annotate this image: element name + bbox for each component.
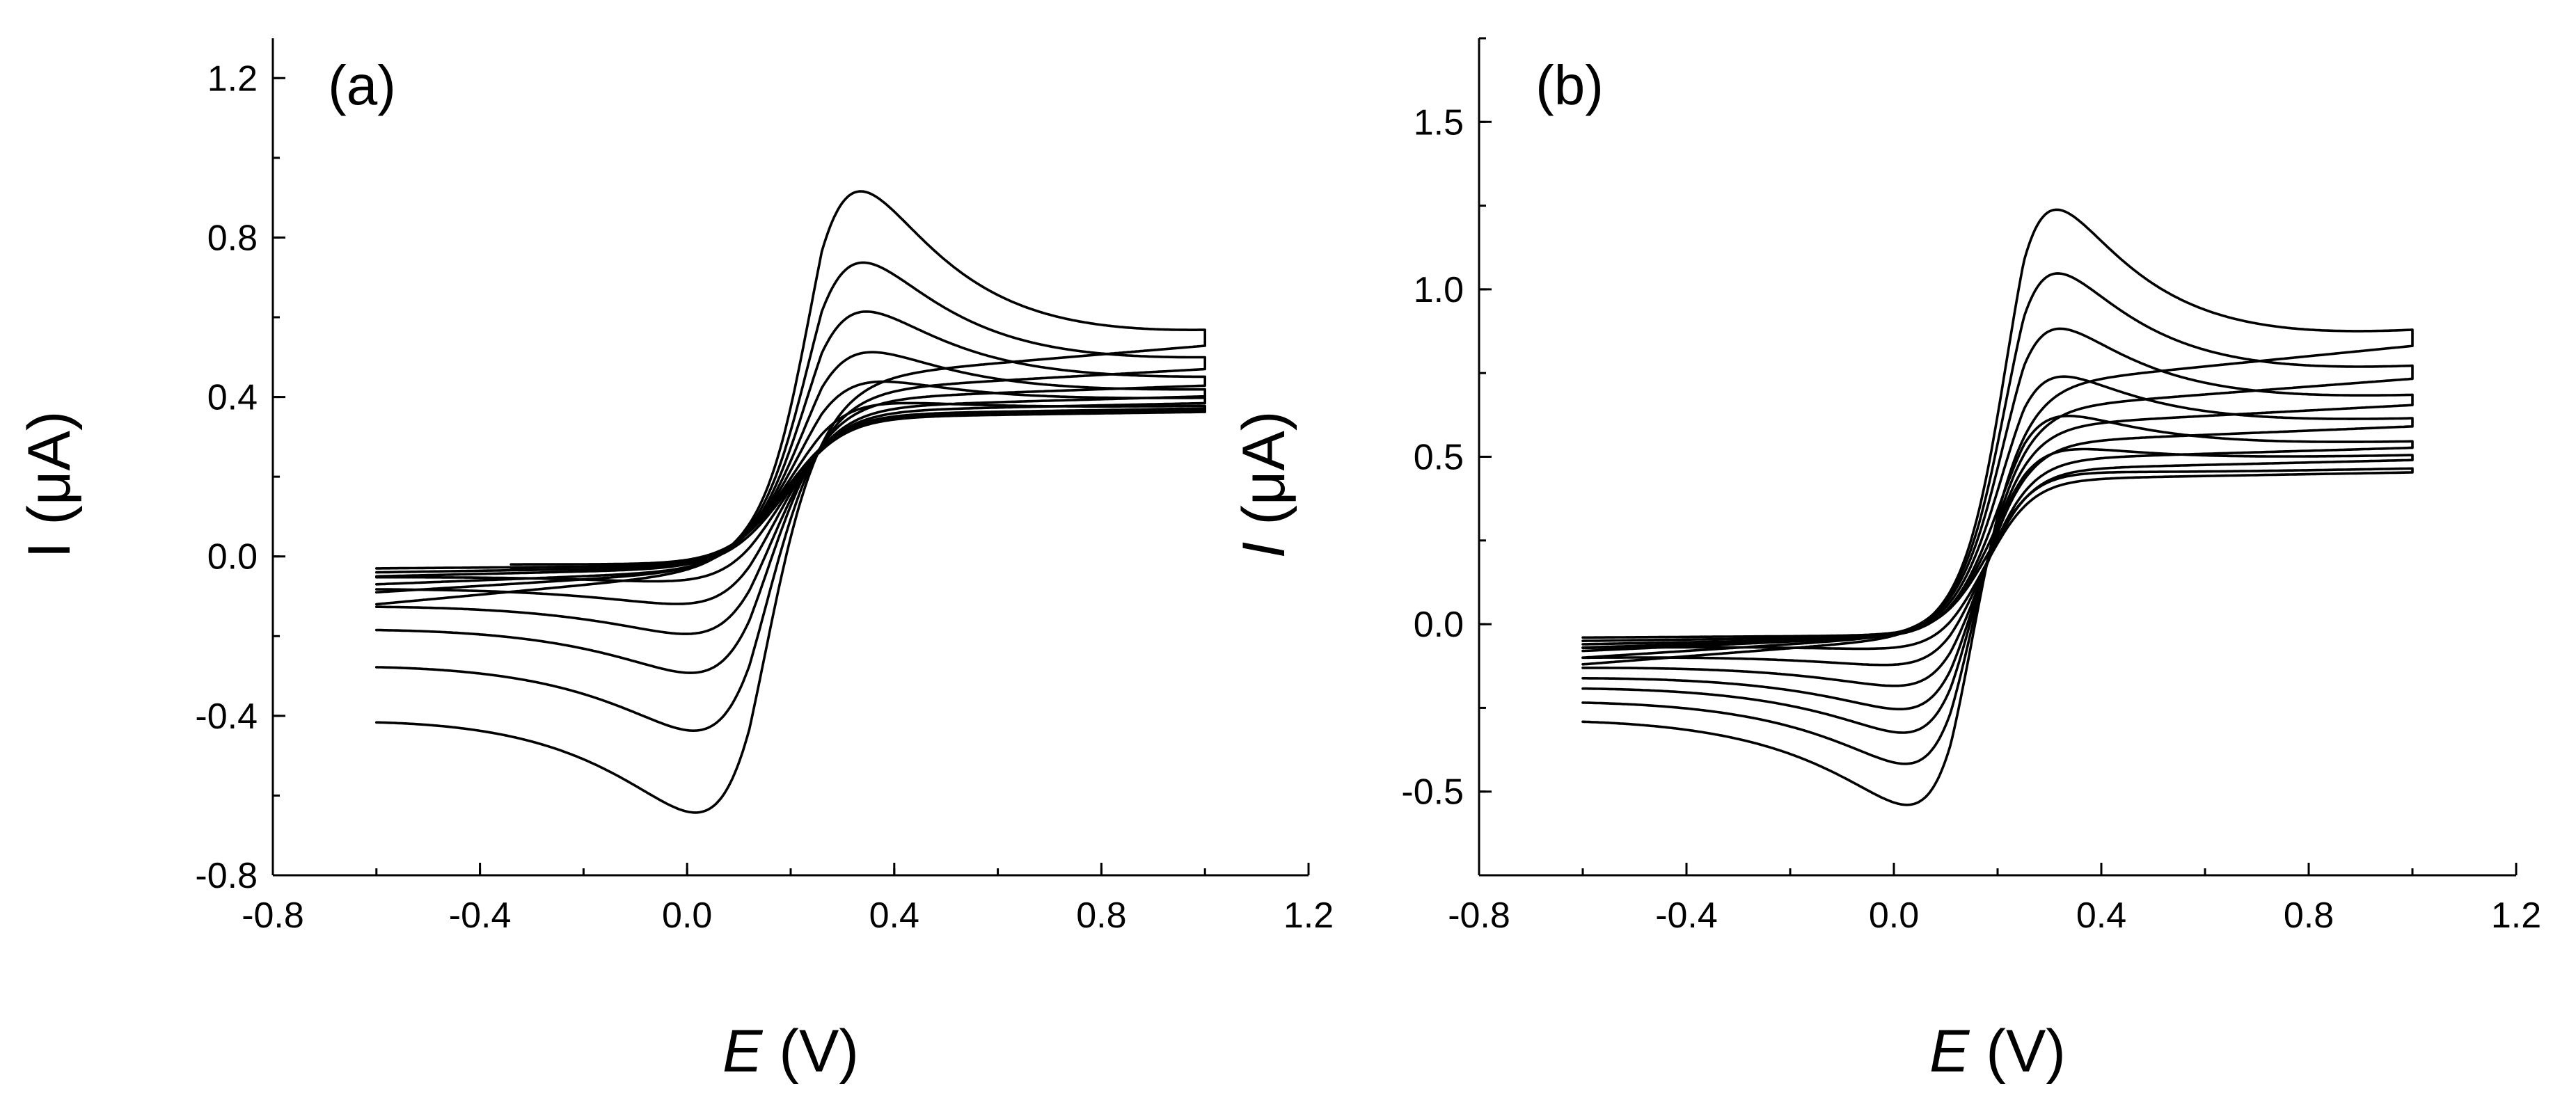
cv-trace-2 bbox=[375, 401, 1206, 583]
x-tick-label: 0.4 bbox=[869, 895, 919, 936]
cv-trace-4 bbox=[375, 351, 1206, 635]
x-tick-label: -0.8 bbox=[1448, 895, 1510, 936]
y-tick-label: -0.8 bbox=[195, 856, 258, 896]
panel-label: (b) bbox=[1535, 54, 1604, 116]
x-tick-label: 1.2 bbox=[2491, 895, 2541, 936]
panel-b: -0.8 -0.4 0.0 0.4 0.8 1.2 -0.5 0.0 0.5 1.0 1.5 (b) E… bbox=[1231, 37, 2541, 1085]
cv-trace-1 bbox=[1581, 467, 2414, 651]
cv-trace-7 bbox=[375, 190, 1206, 814]
cv-trace-7 bbox=[1581, 208, 2414, 806]
x-tick-label: 0.8 bbox=[2284, 895, 2334, 936]
y-tick-label: 1.0 bbox=[1414, 270, 1464, 310]
y-axis-title: I (μA) bbox=[1231, 411, 1297, 559]
cv-trace-3 bbox=[375, 380, 1206, 605]
x-tick-label: -0.4 bbox=[449, 895, 512, 936]
x-tick-label: 1.2 bbox=[1283, 895, 1334, 936]
cv-trace-5 bbox=[375, 310, 1206, 674]
x-tick-label: 0.8 bbox=[1076, 895, 1126, 936]
y-tick-label: 0.0 bbox=[207, 537, 258, 577]
cv-trace-6 bbox=[1581, 272, 2414, 765]
y-axis-title: I (μA) bbox=[16, 411, 83, 559]
x-tick-label: 0.4 bbox=[2076, 895, 2126, 936]
y-tick-label: 1.5 bbox=[1414, 102, 1464, 143]
panel-label: (a) bbox=[328, 54, 396, 116]
x-axis-title: E (V) bbox=[722, 1018, 859, 1085]
cv-trace-6 bbox=[375, 261, 1206, 732]
x-axis-title: E (V) bbox=[1929, 1018, 2066, 1085]
y-tick-label: -0.4 bbox=[195, 696, 258, 737]
x-tick-label: 0.0 bbox=[662, 895, 712, 936]
panel-a: -0.8 -0.4 0.0 0.4 0.8 1.2 -0.8 -0.4 0.0 0.4 0.8 1.2… bbox=[16, 38, 1334, 1085]
x-tick-label: -0.8 bbox=[242, 895, 304, 936]
y-tick-label: -0.5 bbox=[1401, 772, 1464, 813]
y-tick-label: 0.5 bbox=[1414, 438, 1464, 478]
cv-trace-5 bbox=[1581, 327, 2414, 734]
y-tick-label: 0.4 bbox=[207, 378, 258, 418]
x-tick-label: 0.0 bbox=[1869, 895, 1919, 936]
y-tick-label: 0.0 bbox=[1414, 605, 1464, 645]
y-tick-label: 0.8 bbox=[207, 218, 258, 258]
y-tick-label: 1.2 bbox=[207, 58, 258, 99]
x-tick-label: -0.4 bbox=[1655, 895, 1718, 936]
